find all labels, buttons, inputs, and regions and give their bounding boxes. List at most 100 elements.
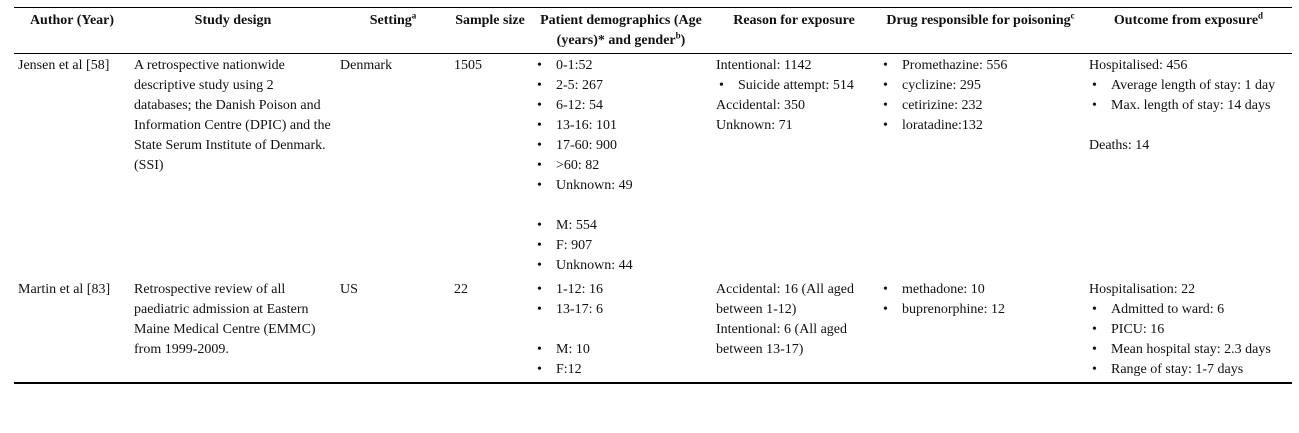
cell-section: 1505 (454, 56, 526, 76)
cell-section: Martin et al [83] (18, 280, 126, 300)
bullet-item: 17-60: 900 (534, 136, 708, 156)
column-header: Author (Year) (14, 8, 130, 54)
cell-text: 1505 (454, 58, 482, 73)
cell-text: Retrospective review of all paediatric a… (134, 282, 316, 357)
cell-section: 1-12: 1613-17: 6 (534, 280, 708, 320)
table-cell: Promethazine: 556cyclizine: 295cetirizin… (876, 54, 1085, 279)
cell-section: 0-1:522-5: 2676-12: 5413-16: 10117-60: 9… (534, 56, 708, 196)
bullet-list: Promethazine: 556cyclizine: 295cetirizin… (880, 56, 1081, 136)
column-header: Settinga (336, 8, 450, 54)
bullet-item: 1-12: 16 (534, 280, 708, 300)
table-cell: 1-12: 1613-17: 6 M: 10F:12 (530, 278, 712, 383)
bullet-item: 13-16: 101 (534, 116, 708, 136)
header-row: Author (Year) Study design Settinga Sample … (14, 7, 1292, 54)
table-row: Martin et al [83] Retrospective review of… (14, 278, 1292, 383)
table-header: Author (Year) Study design Settinga Sample … (14, 7, 1292, 54)
bullet-item: F: 907 (534, 236, 708, 256)
header-text: Drug responsible for poisoning (886, 13, 1071, 28)
cell-text: Intentional: 1142 (716, 58, 812, 73)
bullet-list: Admitted to ward: 6PICU: 16Mean hospital… (1089, 300, 1288, 380)
cell-text: Unknown: 71 (716, 118, 793, 133)
footnote-marker: d (1258, 10, 1264, 21)
cell-section: Hospitalised: 456 Average length of stay:… (1089, 56, 1288, 116)
table-cell: Martin et al [83] (14, 278, 130, 383)
bullet-item: Unknown: 44 (534, 256, 708, 276)
cell-text: Martin et al [83] (18, 282, 111, 297)
table-row: Jensen et al [58] A retrospective nationw… (14, 54, 1292, 279)
cell-text: Intentional: 6 (All aged between 13-17) (716, 322, 848, 357)
table-cell: Accidental: 16 (All aged between 1-12) In… (712, 278, 876, 383)
bullet-item: 2-5: 267 (534, 76, 708, 96)
cell-section: Promethazine: 556cyclizine: 295cetirizin… (880, 56, 1081, 136)
table-cell: 1505 (450, 54, 530, 279)
header-text: Reason for exposure (733, 13, 855, 28)
header-text: Study design (194, 13, 272, 28)
cell-section: Denmark (340, 56, 446, 76)
bullet-item: buprenorphine: 12 (880, 300, 1081, 320)
cell-section: US (340, 280, 446, 300)
bullet-list: 1-12: 1613-17: 6 (534, 280, 708, 320)
table-cell: Retrospective review of all paediatric a… (130, 278, 336, 383)
bullet-item: 6-12: 54 (534, 96, 708, 116)
cell-section: Retrospective review of all paediatric a… (134, 280, 332, 360)
cell-text: Accidental: 16 (All aged between 1-12) (716, 282, 855, 317)
bullet-item: Suicide attempt: 514 (716, 76, 872, 96)
bullet-item: 13-17: 6 (534, 300, 708, 320)
column-header: Sample size (450, 8, 530, 54)
bullet-item: >60: 82 (534, 156, 708, 176)
bullet-item: 0-1:52 (534, 56, 708, 76)
header-text: Author (Year) (29, 13, 115, 28)
table: Author (Year) Study design Settinga Sample … (14, 7, 1292, 384)
cell-section: A retrospective nationwide descriptive s… (134, 56, 332, 176)
column-header: Drug responsible for poisoningc (876, 8, 1085, 54)
column-header: Study design (130, 8, 336, 54)
cell-section: methadone: 10buprenorphine: 12 (880, 280, 1081, 320)
bullet-item: PICU: 16 (1089, 320, 1288, 340)
bullet-item: cetirizine: 232 (880, 96, 1081, 116)
table-cell: 0-1:522-5: 2676-12: 5413-16: 10117-60: 9… (530, 54, 712, 279)
bullet-list: 0-1:522-5: 2676-12: 5413-16: 10117-60: 9… (534, 56, 708, 196)
column-header: Reason for exposure (712, 8, 876, 54)
table-cell: methadone: 10buprenorphine: 12 (876, 278, 1085, 383)
bullet-item: methadone: 10 (880, 280, 1081, 300)
bullet-item: Mean hospital stay: 2.3 days (1089, 340, 1288, 360)
table-body: Jensen et al [58] A retrospective nationw… (14, 54, 1292, 383)
bullet-item: Admitted to ward: 6 (1089, 300, 1288, 320)
cell-text: Deaths: 14 (1089, 138, 1150, 153)
cell-text: Hospitalisation: 22 (1089, 282, 1196, 297)
table-cell: 22 (450, 278, 530, 383)
bullet-item: F:12 (534, 360, 708, 380)
cell-section: Hospitalisation: 22 Admitted to ward: 6PI… (1089, 280, 1288, 380)
bullet-list: Suicide attempt: 514 (716, 76, 872, 96)
bullet-item: Unknown: 49 (534, 176, 708, 196)
cell-section: M: 10F:12 (534, 340, 708, 380)
column-header: Patient demographics (Age (years)* and g… (530, 8, 712, 54)
bullet-item: Average length of stay: 1 day (1089, 76, 1288, 96)
bullet-item: Promethazine: 556 (880, 56, 1081, 76)
bullet-item: Max. length of stay: 14 days (1089, 96, 1288, 116)
footnote-marker: a (411, 10, 417, 21)
header-text: Outcome from exposure (1113, 13, 1259, 28)
cell-text: 22 (454, 282, 468, 297)
table-cell: Denmark (336, 54, 450, 279)
cell-section: M: 554F: 907Unknown: 44 (534, 216, 708, 276)
cell-section: Intentional: 1142 Suicide attempt: 514 Acc… (716, 56, 872, 136)
bullet-item: Range of stay: 1-7 days (1089, 360, 1288, 380)
cell-section: 22 (454, 280, 526, 300)
table-cell: Hospitalisation: 22 Admitted to ward: 6PI… (1085, 278, 1292, 383)
cell-text: A retrospective nationwide descriptive s… (134, 58, 331, 173)
bullet-list: Average length of stay: 1 dayMax. length… (1089, 76, 1288, 116)
table-cell: Intentional: 1142 Suicide attempt: 514 Acc… (712, 54, 876, 279)
column-header: Outcome from exposured (1085, 8, 1292, 54)
header-text: Sample size (455, 13, 525, 28)
cell-text: US (340, 282, 358, 297)
table-cell: Jensen et al [58] (14, 54, 130, 279)
cell-section: Jensen et al [58] (18, 56, 126, 76)
table-cell: A retrospective nationwide descriptive s… (130, 54, 336, 279)
bullet-item: M: 10 (534, 340, 708, 360)
cell-text: Denmark (340, 58, 393, 73)
table-cell: US (336, 278, 450, 383)
footnote-marker: b (675, 30, 681, 41)
bullet-list: M: 10F:12 (534, 340, 708, 380)
